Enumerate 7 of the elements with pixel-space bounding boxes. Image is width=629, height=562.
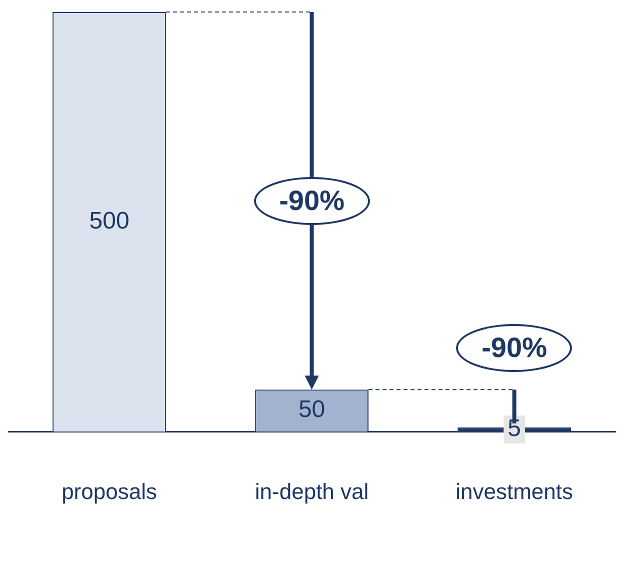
- data-label: 50: [298, 396, 326, 424]
- x-tick-label: investments: [456, 478, 574, 504]
- annotation: -90%: [456, 324, 572, 372]
- x-tick-label: in-depth val: [254, 478, 369, 504]
- annotation: -90%: [254, 176, 370, 225]
- x-tick-label: proposals: [62, 478, 157, 504]
- data-label: 500: [89, 207, 130, 234]
